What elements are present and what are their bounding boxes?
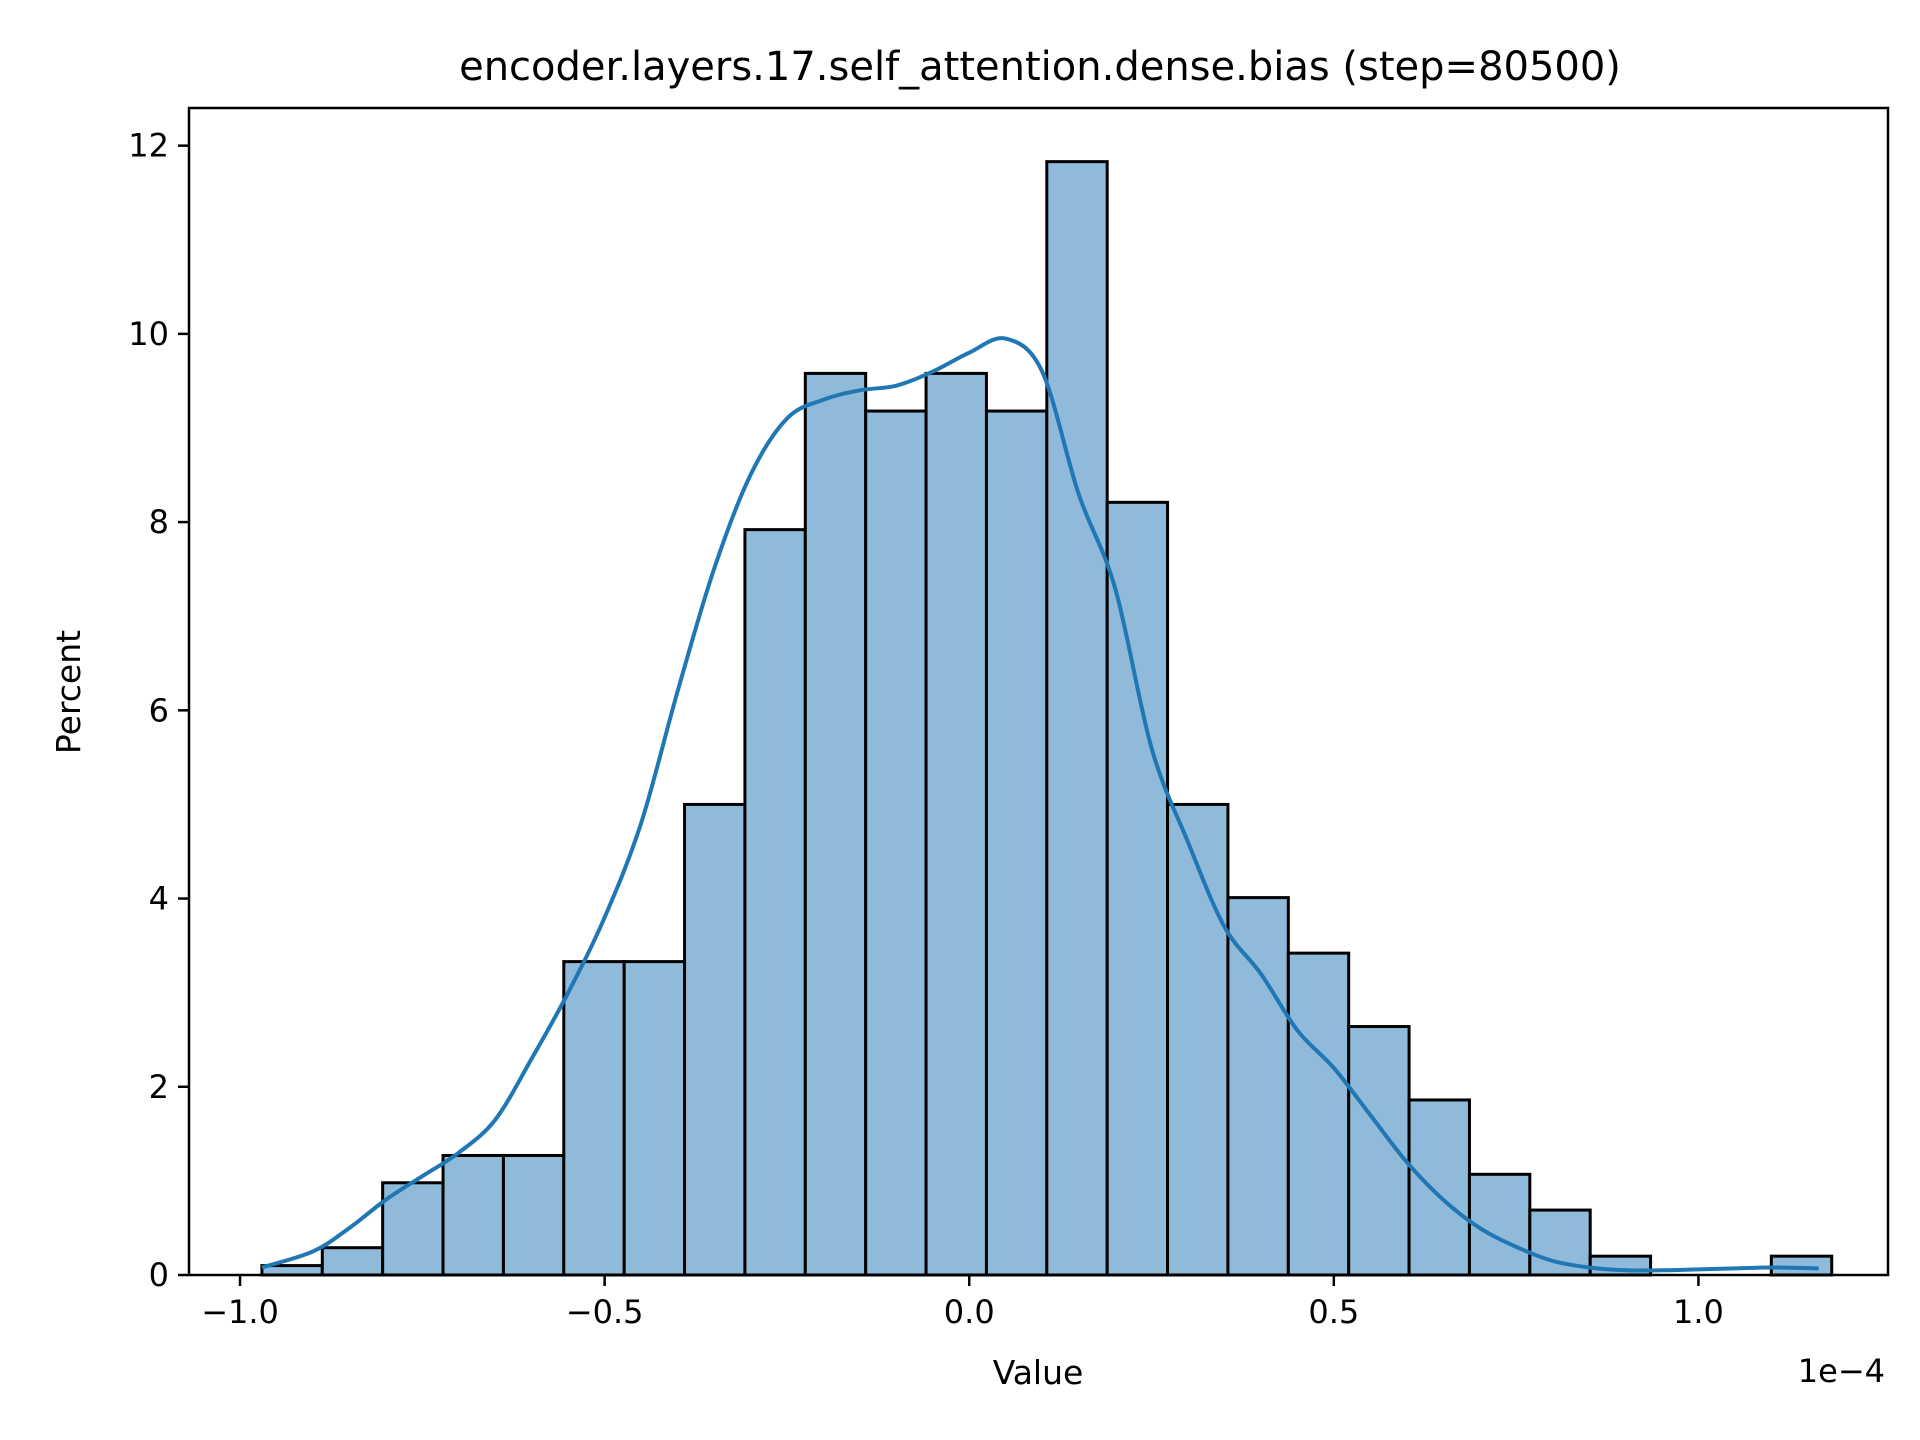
- histogram-bar: [1105, 500, 1170, 1277]
- histogram-bar: [1045, 160, 1109, 1277]
- x-tick-label: −1.0: [201, 1293, 279, 1331]
- x-tick-label: 0.0: [944, 1293, 995, 1331]
- histogram-bar: [1166, 802, 1230, 1277]
- y-axis-label: Percent: [49, 630, 88, 754]
- histogram-bar: [1286, 951, 1351, 1277]
- histogram-bar: [562, 960, 626, 1277]
- x-axis-offset-label: 1e−4: [1798, 1352, 1885, 1390]
- histogram-bar: [864, 409, 928, 1277]
- y-tick-label: 6: [149, 691, 169, 729]
- histogram-bar: [1467, 1172, 1532, 1277]
- histogram-bar: [984, 409, 1049, 1277]
- y-axis-ticks: 0 2 4 6 8 10 12: [128, 127, 189, 1294]
- histogram-bar: [260, 1264, 324, 1277]
- x-tick-label: −0.5: [566, 1293, 644, 1331]
- x-axis-ticks: −1.0 −0.5 0.0 0.5 1.0: [201, 1275, 1724, 1331]
- y-tick-label: 10: [128, 315, 169, 353]
- y-tick-label: 2: [149, 1068, 169, 1106]
- histogram-bar: [441, 1153, 505, 1277]
- x-axis-label: Value: [993, 1353, 1084, 1392]
- histogram-bar: [1407, 1098, 1471, 1277]
- kde-curve: [261, 336, 1819, 1273]
- chart-title: encoder.layers.17.self_attention.dense.b…: [459, 44, 1621, 90]
- y-tick-label: 12: [128, 127, 169, 165]
- y-tick-label: 0: [149, 1256, 169, 1294]
- y-tick-label: 4: [149, 880, 169, 918]
- histogram-bar: [320, 1246, 385, 1277]
- histogram-bar: [803, 371, 868, 1277]
- histogram-bar: [501, 1153, 566, 1277]
- histogram-bar: [622, 960, 687, 1277]
- x-tick-label: 1.0: [1673, 1293, 1724, 1331]
- histogram-bar: [924, 371, 988, 1277]
- histogram-bar: [1226, 896, 1290, 1277]
- histogram-bar: [743, 528, 807, 1277]
- x-tick-label: 0.5: [1308, 1293, 1359, 1331]
- bars-layer: [260, 160, 1834, 1277]
- y-tick-label: 8: [149, 503, 169, 541]
- plot-frame: [187, 106, 1890, 1277]
- histogram-bar: [683, 802, 747, 1277]
